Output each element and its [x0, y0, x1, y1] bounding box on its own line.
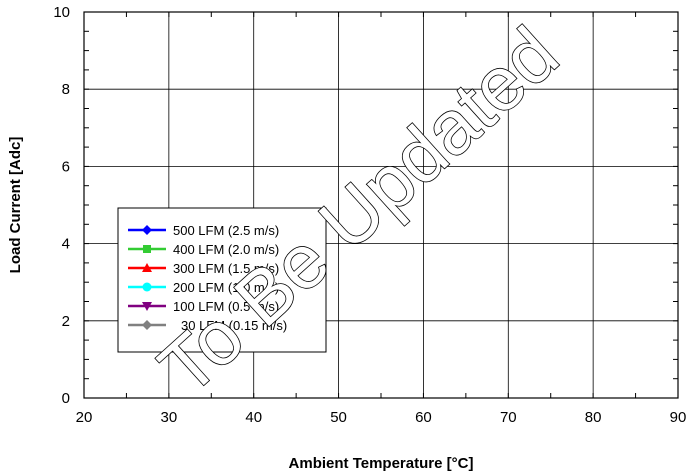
- x-tick-label: 80: [585, 409, 602, 426]
- legend-marker: [142, 263, 152, 272]
- legend-label: 100 LFM (0.5 m/s): [173, 299, 279, 314]
- y-tick-label: 10: [53, 4, 70, 21]
- x-tick-label: 70: [500, 409, 517, 426]
- legend-label: 30 LFM (0.15 m/s): [181, 318, 287, 333]
- legend-marker: [142, 320, 152, 330]
- legend-marker: [142, 282, 152, 292]
- x-tick-label: 60: [415, 409, 432, 426]
- legend-marker: [142, 225, 152, 235]
- y-tick-label: 2: [62, 313, 70, 330]
- x-tick-label: 90: [670, 409, 687, 426]
- legend-label: 500 LFM (2.5 m/s): [173, 223, 279, 238]
- y-tick-label: 6: [62, 158, 70, 175]
- y-tick-label: 8: [62, 81, 70, 98]
- y-axis-ticks: 0 2 4 6 8 10: [53, 4, 70, 407]
- y-axis-title: Load Current [Adc]: [7, 137, 24, 274]
- legend-marker: [142, 302, 152, 311]
- y-tick-label: 4: [62, 236, 70, 253]
- x-axis-title: Ambient Temperature [°C]: [289, 455, 474, 472]
- legend: 500 LFM (2.5 m/s) 400 LFM (2.0 m/s) 300 LF…: [117, 207, 327, 353]
- x-tick-label: 40: [245, 409, 262, 426]
- legend-label: 300 LFM (1.5 m/s): [173, 261, 279, 276]
- x-tick-label: 20: [76, 409, 93, 426]
- x-axis-ticks: 20 30 40 50 60 70 80 90: [76, 409, 687, 426]
- minor-ticks: [83, 11, 679, 399]
- legend-box: [117, 207, 327, 353]
- legend-label: 400 LFM (2.0 m/s): [173, 242, 279, 257]
- x-tick-label: 50: [330, 409, 347, 426]
- y-tick-label: 0: [62, 390, 70, 407]
- legend-marker: [143, 245, 151, 253]
- x-tick-label: 30: [161, 409, 178, 426]
- legend-label: 200 LFM (1.0 m/s): [173, 280, 279, 295]
